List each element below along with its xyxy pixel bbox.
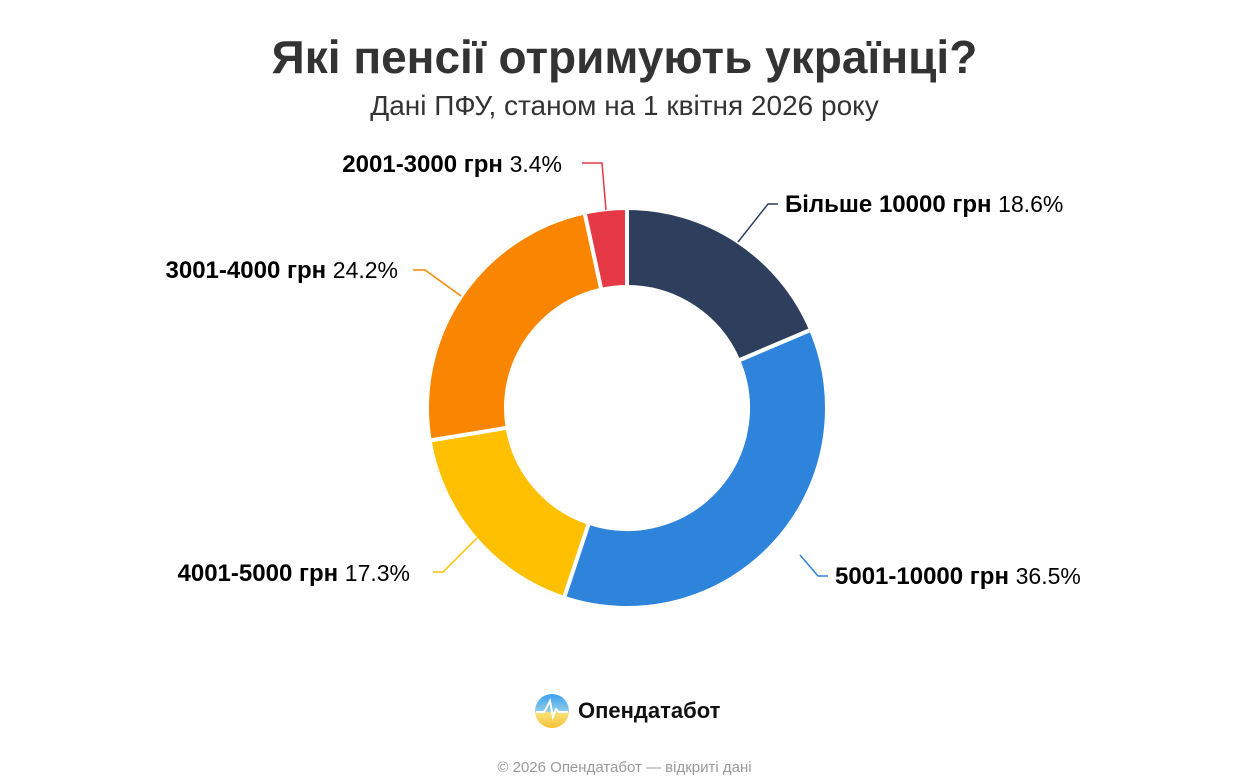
slice-label: 4001-5000 грн 17.3% [178,560,410,587]
slice-label-value: 18.6% [998,191,1063,217]
donut-slice [625,206,814,363]
donut-slice [582,206,629,292]
donut-slice [427,425,591,600]
leader-line [799,554,828,577]
slice-label: 2001-3000 грн 3.4% [342,151,562,178]
opendatabot-logo-icon [535,694,569,728]
slice-label-name: Більше 10000 грн [785,191,998,218]
slice-label-name: 4001-5000 грн [178,560,345,587]
chart-title: Які пенсії отримують українці? [271,31,978,83]
slice-label-value: 17.3% [345,560,410,586]
slice-label-value: 3.4% [510,151,562,177]
leader-line [737,203,778,243]
leader-line [582,162,607,211]
footer-text: © 2026 Опендатабот — відкриті дані [497,759,752,776]
slice-label-name: 5001-10000 грн [835,563,1016,590]
brand-name: Опендатабот [578,698,721,723]
slice-label-name: 2001-3000 грн [342,151,509,178]
slice-label-value: 36.5% [1016,563,1081,589]
slice-label: Більше 10000 грн 18.6% [785,191,1063,218]
slice-label-value: 24.2% [333,257,398,283]
donut-slice [425,210,604,443]
slice-label: 3001-4000 грн 24.2% [166,257,398,284]
chart-subtitle: Дані ПФУ, станом на 1 квітня 2026 року [370,90,879,121]
brand-logo: Опендатабот [534,693,720,729]
slice-label-name: 3001-4000 грн [166,257,333,284]
leader-line [433,537,478,573]
donut-slice [562,327,829,610]
leader-line [413,269,462,297]
slice-label: 5001-10000 грн 36.5% [835,563,1081,590]
